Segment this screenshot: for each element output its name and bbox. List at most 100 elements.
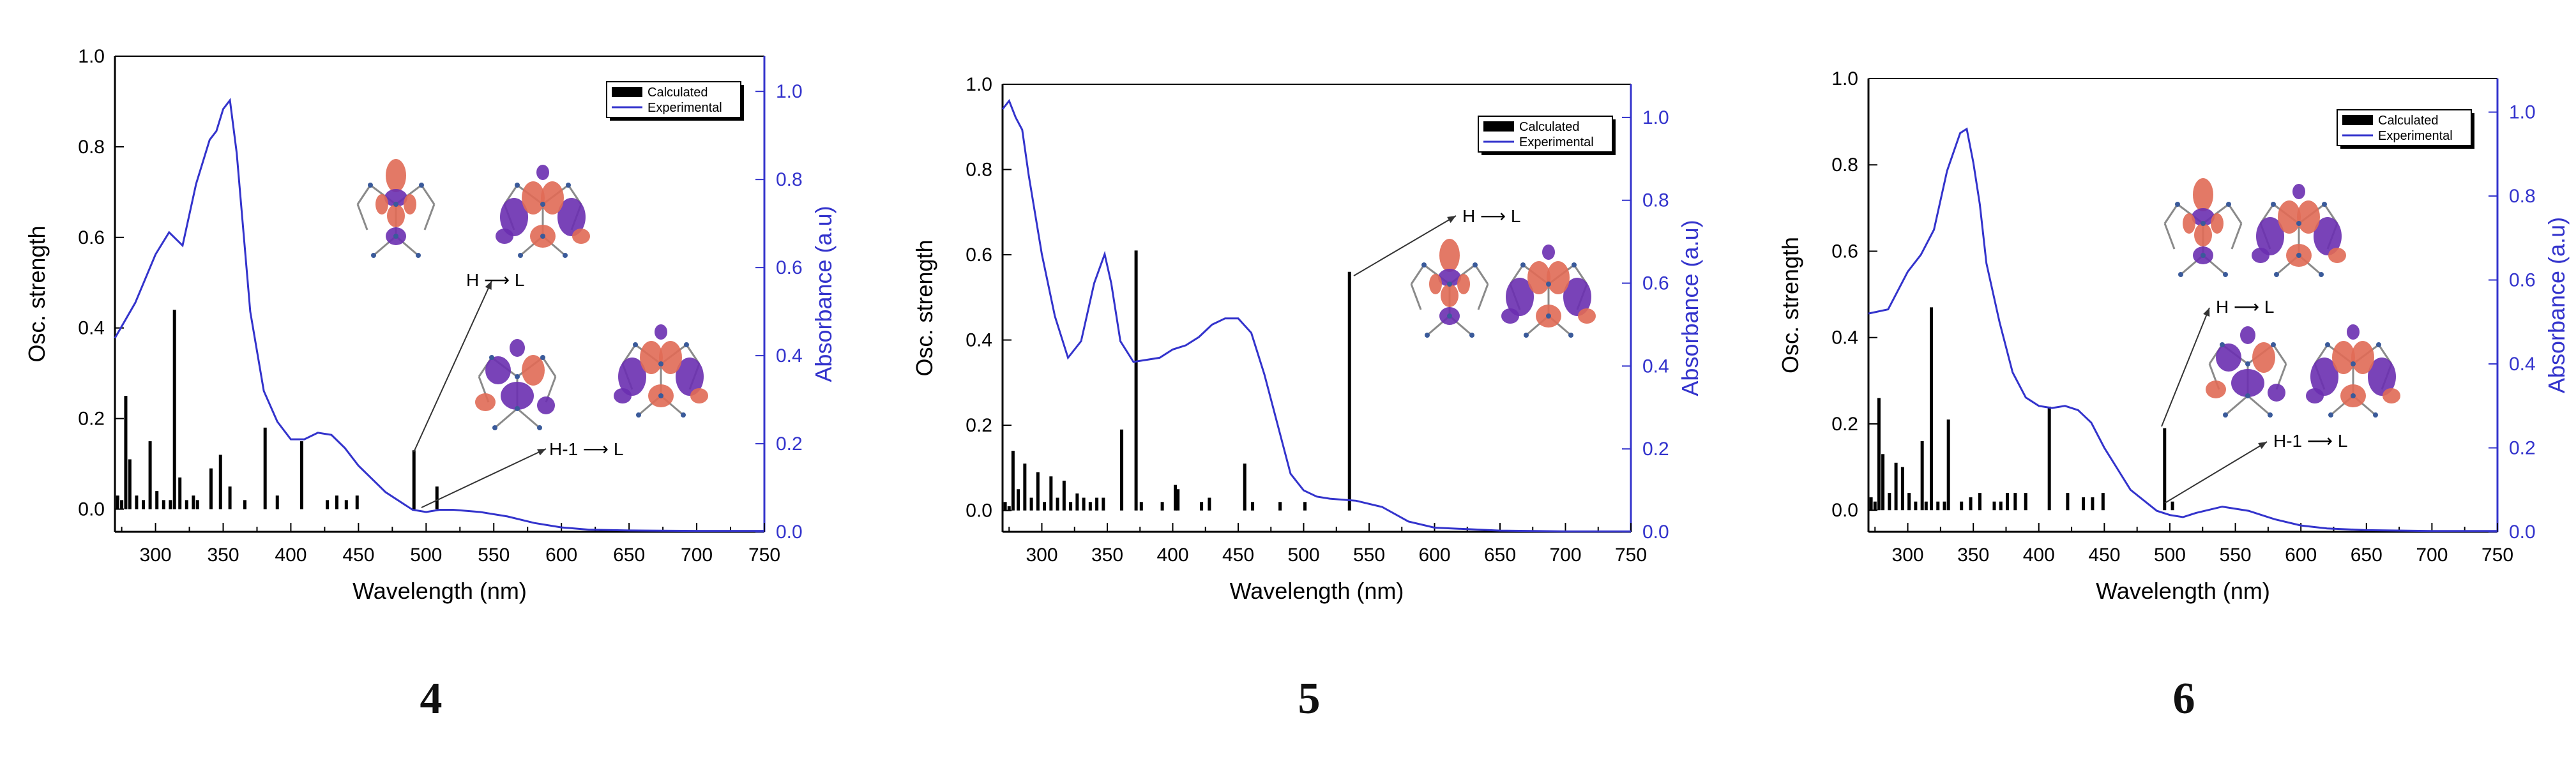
- legend-swatch-calculated: [612, 87, 642, 97]
- x-tick-label: 350: [207, 545, 239, 566]
- legend-label-calculated: Calculated: [2378, 114, 2439, 128]
- x-tick-label: 450: [342, 545, 374, 566]
- panel-label-6: 6: [2172, 674, 2195, 723]
- y-left-axis-label: Osc. strength: [1777, 237, 1803, 373]
- calculated-bar: [1900, 467, 1904, 511]
- orbital-lobe: [536, 165, 549, 180]
- orbital-lobe: [541, 181, 564, 215]
- orbital-lobe: [2211, 213, 2224, 234]
- orbital-lobe: [1457, 274, 1470, 294]
- y-left-tick-label: 0.8: [78, 137, 105, 158]
- orbital-atom: [1572, 262, 1577, 267]
- orbital-lobe: [2297, 200, 2320, 234]
- orbital-atom: [563, 253, 568, 258]
- y-right-tick-label: 0.0: [776, 522, 803, 543]
- orbital-atom: [684, 342, 689, 347]
- orbital-atom: [2271, 342, 2276, 347]
- y-right-axis-label: Absorbance (a.u): [810, 206, 837, 382]
- x-tick-label: 500: [2154, 545, 2186, 566]
- calculated-bar: [1992, 501, 1996, 511]
- orbital-lobe: [501, 382, 534, 410]
- orbital-bond: [542, 357, 557, 377]
- x-tick-label: 450: [2088, 545, 2120, 566]
- annotation-arrowhead: [537, 449, 546, 456]
- orbital-atom: [2296, 221, 2301, 226]
- orbital-lobe: [2206, 380, 2226, 398]
- orbital-atom: [1524, 333, 1529, 338]
- calculated-bar: [355, 495, 359, 509]
- x-tick-label: 550: [2220, 545, 2252, 566]
- orbital-atom: [1473, 262, 1478, 267]
- y-left-tick-label: 1.0: [78, 46, 105, 67]
- orbital-bond: [356, 185, 372, 205]
- x-tick-label: 650: [1484, 545, 1516, 566]
- x-tick-label: 550: [1353, 545, 1385, 566]
- orbital-lobe: [2314, 217, 2342, 255]
- x-tick-label: 750: [1615, 545, 1647, 566]
- calculated-bar: [1303, 502, 1307, 511]
- orbital-image-0: [1410, 239, 1489, 338]
- y-right-tick-label: 0.0: [1642, 522, 1669, 543]
- chart-4: 300 350 400 450 500 550 600 650 700 7500.00.20.40…: [24, 46, 837, 604]
- orbital-atom: [419, 183, 424, 188]
- y-right-tick-label: 0.2: [1642, 439, 1669, 460]
- calculated-bar: [1907, 493, 1911, 511]
- calculated-bar: [1969, 497, 1973, 511]
- orbital-image-2: [2206, 326, 2287, 418]
- calculated-bar: [1176, 489, 1180, 511]
- calculated-bar: [1120, 429, 1124, 511]
- experimental-line: [114, 98, 764, 532]
- y-left-tick-label: 0.6: [966, 245, 992, 266]
- y-left-tick-label: 0.8: [966, 160, 992, 181]
- orbital-lobe: [2347, 324, 2360, 340]
- orbital-lobe: [1438, 269, 1461, 287]
- y-right-tick-label: 1.0: [2509, 102, 2536, 123]
- calculated-bar: [412, 450, 416, 509]
- orbital-lobe: [572, 229, 590, 244]
- orbital-atom: [2328, 412, 2333, 418]
- orbital-lobe: [2183, 213, 2195, 234]
- y-left-tick-label: 1.0: [1831, 68, 1858, 89]
- orbital-atom: [2220, 342, 2225, 347]
- orbital-atom: [633, 342, 638, 347]
- y-left-tick-label: 0.2: [966, 415, 992, 436]
- panel-label-5: 5: [1298, 674, 1321, 723]
- chart-5: 300 350 400 450 500 550 600 650 700 7500.00.20.40…: [911, 74, 1703, 604]
- orbital-atom: [2223, 272, 2228, 277]
- x-tick-label: 600: [1418, 545, 1450, 566]
- orbital-atom: [2319, 272, 2324, 277]
- calculated-bar: [1881, 454, 1885, 511]
- orbital-atom: [681, 412, 686, 418]
- calculated-bar: [1873, 501, 1877, 511]
- orbital-atom: [1425, 333, 1430, 338]
- calculated-bar: [1930, 307, 1933, 511]
- calculated-bar: [1139, 502, 1143, 511]
- orbital-lobe: [2252, 342, 2275, 373]
- orbital-atom: [1568, 333, 1573, 338]
- y-left-tick-label: 0.6: [78, 227, 105, 248]
- calculated-bar: [1174, 485, 1178, 511]
- calculated-bar: [1043, 502, 1047, 511]
- y-right-tick-label: 0.8: [776, 169, 803, 190]
- orbital-lobe: [1506, 278, 1534, 316]
- orbital-atom: [2245, 393, 2250, 398]
- annotation-arrowhead: [1447, 216, 1456, 223]
- calculated-bar: [1924, 501, 1928, 511]
- orbital-atom: [2271, 202, 2276, 207]
- x-tick-label: 350: [1957, 545, 1989, 566]
- y-left-axis-label: Osc. strength: [24, 225, 50, 362]
- orbital-lobe: [1527, 261, 1550, 294]
- calculated-bar: [178, 477, 182, 509]
- orbital-atom: [2322, 202, 2327, 207]
- orbital-lobe: [2310, 358, 2338, 396]
- orbital-image-2: [475, 339, 557, 430]
- orbital-bond: [2163, 223, 2176, 250]
- calculated-bar: [2013, 493, 2017, 511]
- calculated-bar: [192, 495, 195, 509]
- orbital-atom: [1447, 282, 1452, 287]
- calculated-bar: [1208, 497, 1211, 511]
- orbital-lobe: [2240, 326, 2255, 344]
- orbital-lobe: [2332, 341, 2355, 374]
- orbital-lobe: [375, 194, 388, 215]
